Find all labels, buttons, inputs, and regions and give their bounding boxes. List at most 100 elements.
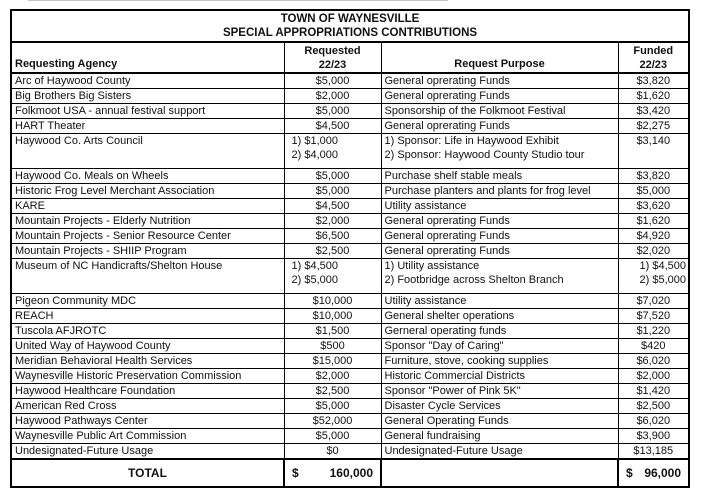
document-title-line2: SPECIAL APPROPRIATIONS CONTRIBUTIONS (222, 27, 478, 39)
table-row: Arc of Haywood County $5,000 General oprer… (10, 72, 690, 89)
agency-cell: Undesignated-Future Usage (10, 443, 285, 460)
purpose-cell: Sponsor "Day of Caring" (380, 338, 619, 354)
funded-cell: $1,620 (617, 88, 690, 104)
table-header-row: Requesting Agency Requested 22/23 Reques… (10, 41, 690, 74)
funded-cell: $3,820 (617, 168, 690, 184)
total-funded-amount: 96,000 (644, 466, 682, 480)
total-funded-cell: $ 96,000 (616, 458, 691, 488)
funded-cell: $13,185 (617, 443, 690, 460)
agency-cell: Haywood Co. Arts Council (10, 133, 285, 169)
agency-cell: Meridian Behavioral Health Services (10, 353, 285, 369)
agency-cell: Historic Frog Level Merchant Association (10, 183, 285, 199)
agency-cell: Tuscola AFJROTC (10, 323, 285, 339)
purpose-cell: 1) Utility assistance 2) Footbridge acros… (380, 258, 619, 294)
funded-cell: $7,520 (617, 308, 690, 324)
purpose-cell: Purchase planters and plants for frog le… (380, 183, 619, 199)
table-row: Haywood Pathways Center $52,000 General Op… (10, 413, 690, 429)
purpose-cell: Sponsorship of the Folkmoot Festival (380, 103, 619, 119)
purpose-cell: General oprerating Funds (380, 118, 619, 134)
appropriations-table: TOWN OF WAYNESVILLE SPECIAL APPROPRIATIO… (10, 9, 691, 488)
table-row: Undesignated-Future Usage $0 Undesignated-… (10, 443, 690, 460)
table-row: American Red Cross $5,000 Disaster Cycle S… (10, 398, 690, 414)
agency-cell: Mountain Projects - SHIIP Program (10, 243, 285, 259)
agency-cell: Big Brothers Big Sisters (10, 88, 285, 104)
table-row: Big Brothers Big Sisters $2,000 General op… (10, 88, 690, 104)
table-row: Mountain Projects - Elderly Nutrition $2,… (10, 213, 690, 229)
table-row: Haywood Co. Meals on Wheels $5,000 Purchas… (10, 168, 690, 184)
requested-cell: $2,000 (283, 88, 382, 104)
purpose-cell: Sponsor "Power of Pink 5K" (380, 383, 619, 399)
purpose-cell: Undesignated-Future Usage (380, 443, 619, 460)
header-agency: Requesting Agency (10, 41, 285, 74)
purpose-cell: Utility assistance (380, 198, 619, 214)
requested-cell: $5,000 (283, 103, 382, 119)
requested-cell: 1) $4,500 2) $5,000 (283, 258, 382, 294)
table-row: Mountain Projects - SHIIP Program $2,500 G… (10, 243, 690, 259)
purpose-cell: Historic Commercial Districts (380, 368, 619, 384)
requested-cell: $2,000 (283, 368, 382, 384)
total-funded-currency: $ (626, 466, 633, 480)
requested-cell: $10,000 (283, 308, 382, 324)
document-title: TOWN OF WAYNESVILLE SPECIAL APPROPRIATIO… (10, 9, 690, 43)
total-requested-amount: 160,000 (329, 466, 373, 480)
table-row: HART Theater $4,500 General oprerating Fun… (10, 118, 690, 134)
requested-cell: $500 (283, 338, 382, 354)
total-purpose-cell (380, 458, 619, 488)
total-funded: $ 96,000 (620, 466, 687, 480)
requested-cell: $2,500 (283, 383, 382, 399)
agency-cell: Waynesville Public Art Commission (10, 428, 285, 444)
requested-cell: $5,000 (283, 428, 382, 444)
purpose-cell: General oprerating Funds (380, 88, 619, 104)
purpose-cell: Utility assistance (380, 293, 619, 309)
requested-cell: $10,000 (283, 293, 382, 309)
funded-cell: $6,020 (617, 353, 690, 369)
purpose-cell: Gerneral operating funds (380, 323, 619, 339)
requested-cell: $5,000 (283, 168, 382, 184)
requested-cell: $52,000 (283, 413, 382, 429)
funded-cell: $2,275 (617, 118, 690, 134)
purpose-cell: General Operating Funds (380, 413, 619, 429)
total-requested: $ 160,000 (286, 466, 379, 480)
agency-cell: Waynesville Historic Preservation Commis… (10, 368, 285, 384)
funded-cell: $2,000 (617, 368, 690, 384)
header-funded-line1: Funded (633, 44, 674, 57)
funded-cell: $3,140 (617, 133, 690, 169)
table-row: United Way of Haywood County $500 Sponsor … (10, 338, 690, 354)
requested-cell: $1,500 (283, 323, 382, 339)
funded-cell: $3,820 (617, 72, 690, 89)
requested-cell: $6,500 (283, 228, 382, 244)
agency-cell: United Way of Haywood County (10, 338, 285, 354)
funded-cell: $5,000 (617, 183, 690, 199)
purpose-cell: General oprerating Funds (380, 228, 619, 244)
requested-cell: $5,000 (283, 183, 382, 199)
requested-cell: $2,500 (283, 243, 382, 259)
funded-cell: $1,620 (617, 213, 690, 229)
funded-cell: $3,900 (617, 428, 690, 444)
purpose-cell: General shelter operations (380, 308, 619, 324)
scan-artifact-line (28, 0, 448, 1)
funded-cell: $3,620 (617, 198, 690, 214)
agency-cell: Haywood Co. Meals on Wheels (10, 168, 285, 184)
agency-cell: Mountain Projects - Elderly Nutrition (10, 213, 285, 229)
table-row: Folkmoot USA - annual festival support $5… (10, 103, 690, 119)
total-requested-cell: $ 160,000 (283, 458, 382, 488)
funded-cell: $6,020 (617, 413, 690, 429)
funded-cell: $1,220 (617, 323, 690, 339)
agency-cell: Haywood Healthcare Foundation (10, 383, 285, 399)
funded-cell: $4,920 (617, 228, 690, 244)
appropriations-table-body: TOWN OF WAYNESVILLE SPECIAL APPROPRIATIO… (10, 9, 691, 488)
agency-cell: Museum of NC Handicrafts/Shelton House (10, 258, 285, 294)
table-row: Museum of NC Handicrafts/Shelton House 1)… (10, 258, 690, 294)
total-row: TOTAL $ 160,000 $ 96,000 (10, 458, 691, 488)
funded-cell: $420 (617, 338, 690, 354)
header-requested-line1: Requested (304, 44, 361, 57)
requested-cell: $4,500 (283, 198, 382, 214)
purpose-cell: 1) Sponsor: Life in Haywood Exhibit 2) Sp… (380, 133, 619, 169)
table-row: Haywood Healthcare Foundation $2,500 Spons… (10, 383, 690, 399)
table-row: Mountain Projects - Senior Resource Cent… (10, 228, 690, 244)
table-row: Meridian Behavioral Health Services $15,0… (10, 353, 690, 369)
table-row: Waynesville Public Art Commission $5,000 G… (10, 428, 690, 444)
table-row: Historic Frog Level Merchant Association… (10, 183, 690, 199)
purpose-cell: Disaster Cycle Services (380, 398, 619, 414)
agency-cell: REACH (10, 308, 285, 324)
